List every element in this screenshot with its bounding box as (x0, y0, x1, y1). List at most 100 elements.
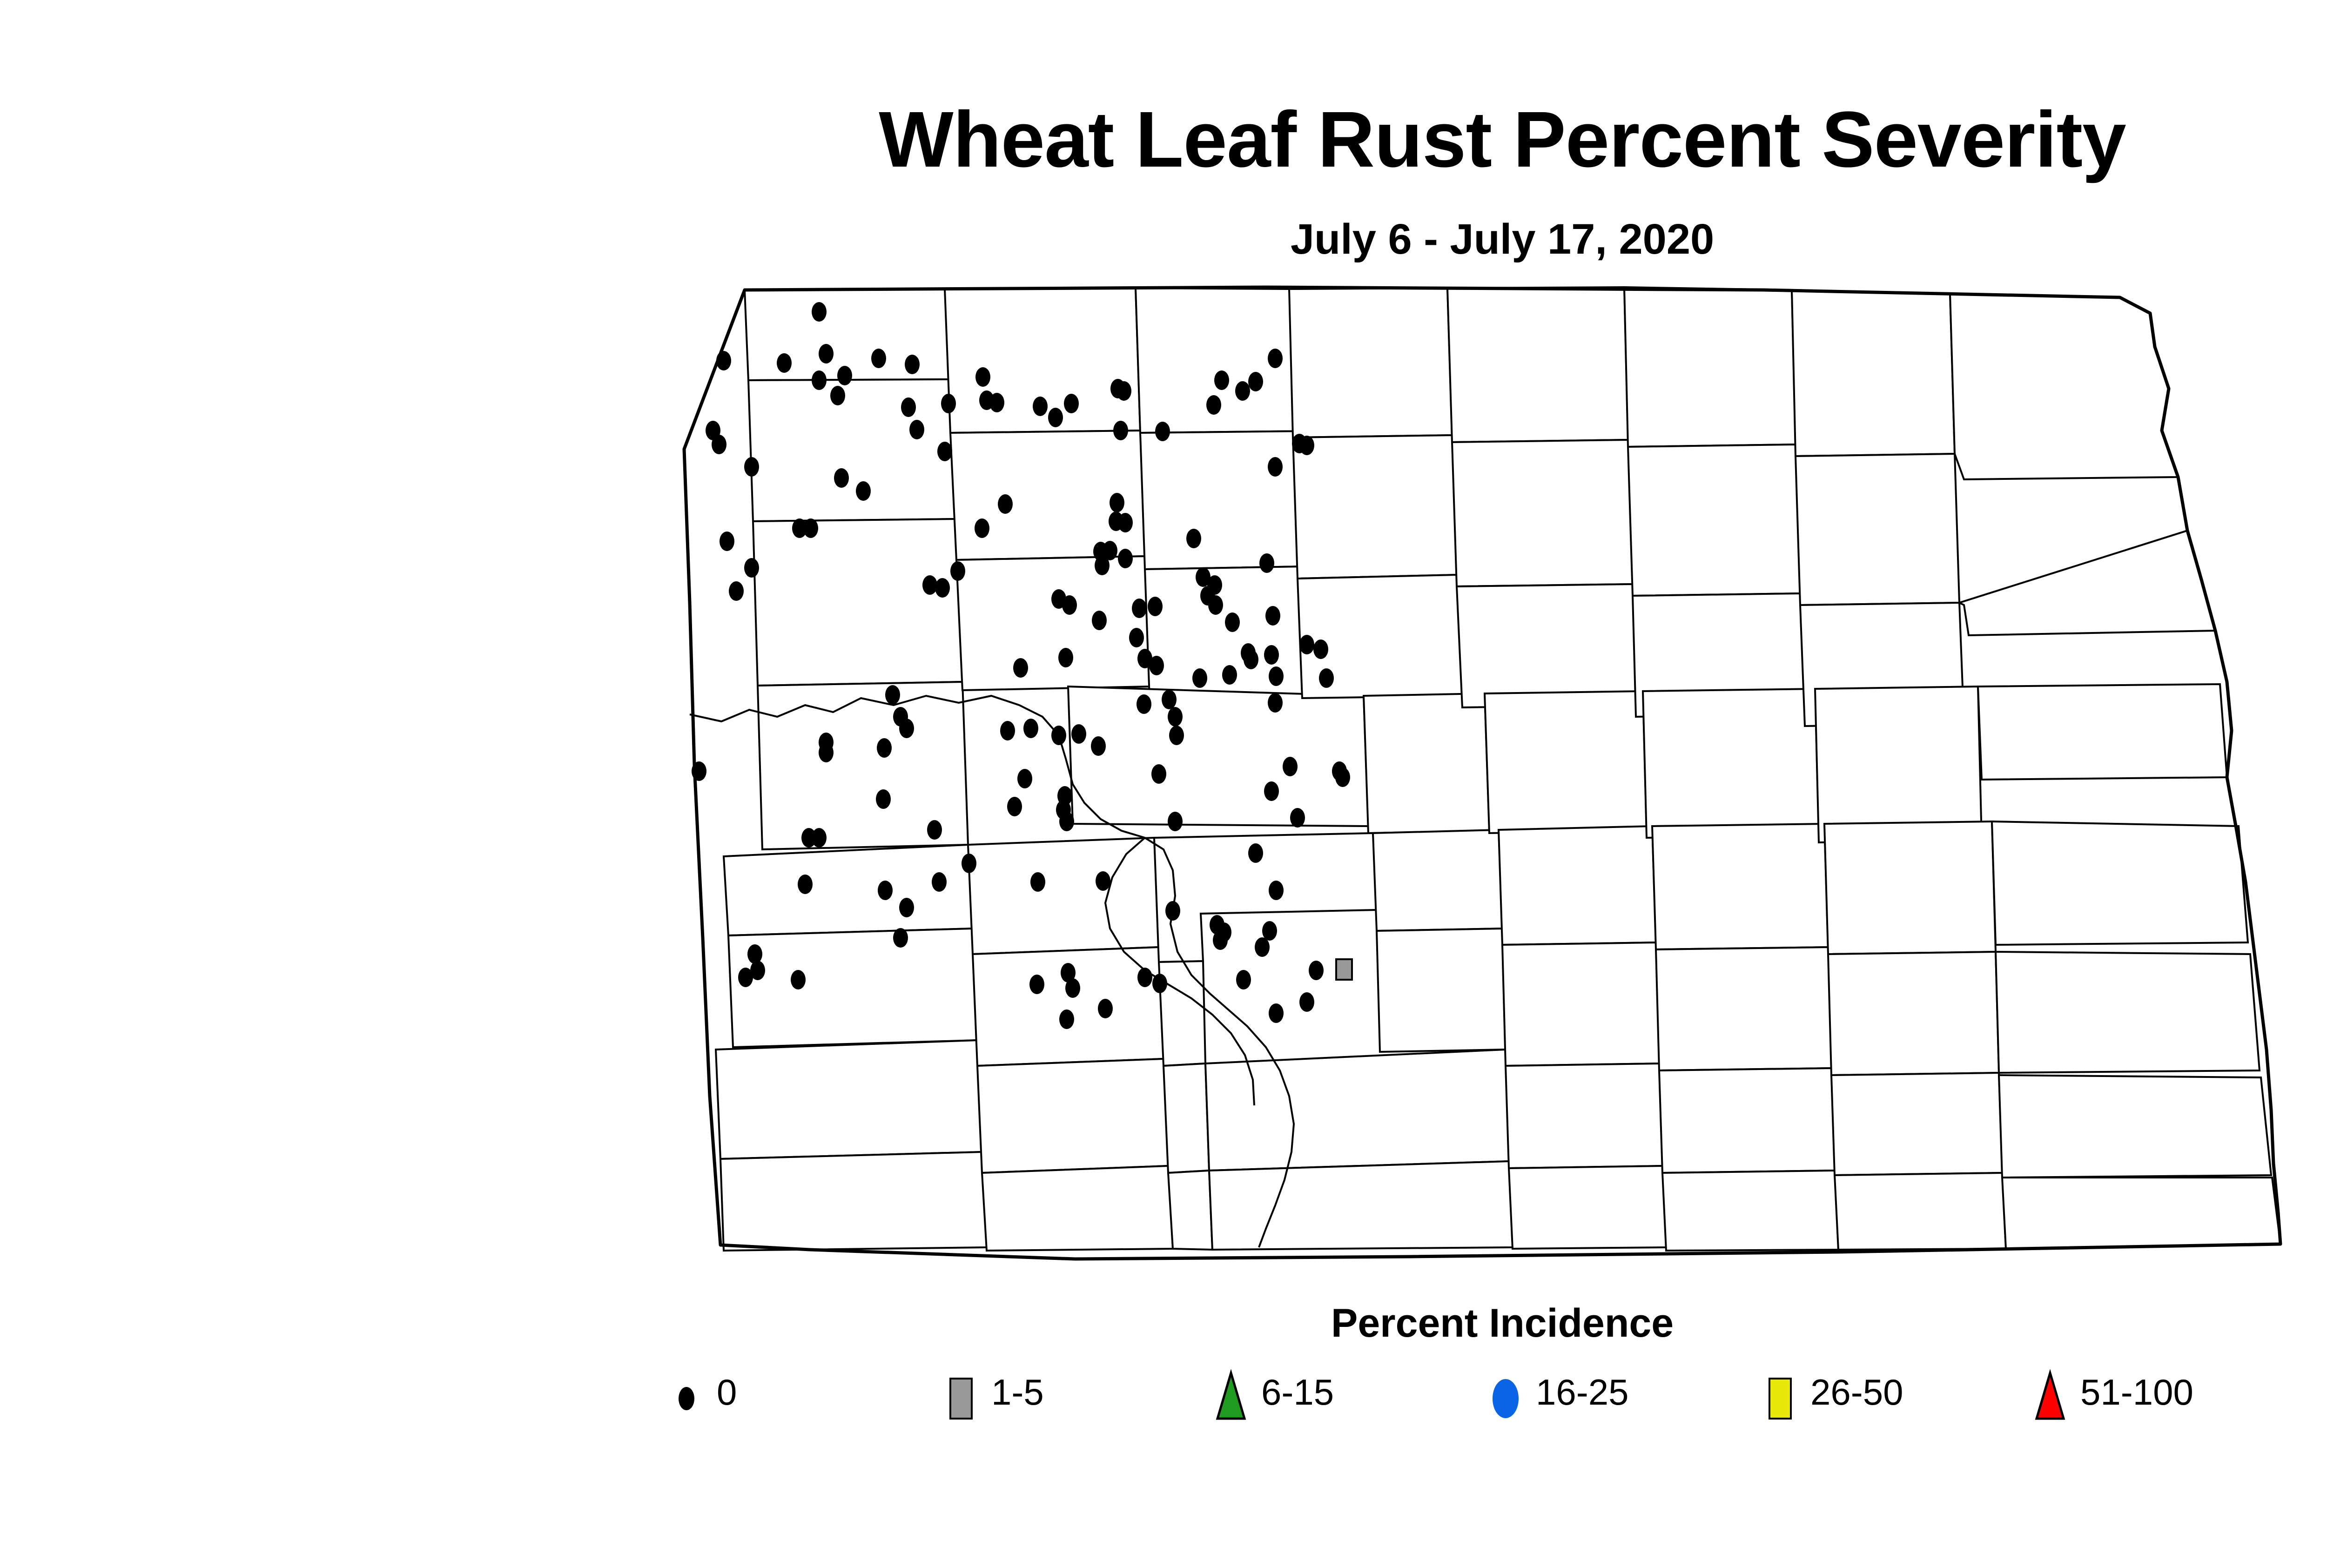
county-polygon (719, 1151, 988, 1252)
county-polygon (1372, 828, 1504, 932)
survey-point-marker (1033, 397, 1048, 416)
survey-point-marker (792, 518, 807, 538)
county-polygon (1204, 1048, 1510, 1172)
survey-point-marker (1007, 797, 1022, 816)
survey-point-marker (1269, 1003, 1284, 1023)
legend-label: 26-50 (1810, 1372, 1903, 1413)
county-polygon (1288, 287, 1453, 439)
legend-shape (679, 1387, 694, 1410)
county-polygon (1497, 825, 1657, 946)
survey-point-marker (1116, 381, 1131, 401)
legend-shape (1216, 1369, 1246, 1420)
county-polygon (976, 1057, 1170, 1174)
survey-point-marker (1071, 724, 1086, 744)
survey-point-marker (1290, 808, 1305, 828)
survey-point-marker (1309, 961, 1324, 980)
survey-point-marker (1222, 665, 1237, 685)
survey-point-marker (1030, 872, 1045, 892)
survey-point-marker (876, 789, 891, 809)
survey-point-marker (1155, 422, 1170, 441)
county-polygon (1623, 286, 1797, 448)
survey-point-marker (1110, 493, 1124, 512)
county-polygon (1827, 950, 2000, 1077)
survey-point-marker (909, 420, 924, 439)
survey-point-marker (1059, 1009, 1074, 1029)
survey-point-marker (1096, 871, 1110, 891)
legend-swatch-triangle-icon (1210, 1364, 1252, 1424)
survey-point-marker (1335, 767, 1350, 787)
county-polygon (1362, 692, 1491, 834)
north-dakota-map (666, 277, 2322, 1264)
survey-point-marker (1264, 781, 1279, 801)
survey-point-marker (1165, 901, 1180, 921)
county-polygon (1661, 1169, 1840, 1252)
survey-point-marker (837, 366, 852, 385)
survey-point-marker (729, 581, 744, 601)
legend-label: 0 (717, 1372, 737, 1413)
county-polygon (747, 378, 958, 523)
survey-point-marker (744, 457, 759, 477)
county-polygon (714, 1039, 983, 1160)
survey-point-marker (1269, 881, 1284, 900)
survey-point-marker (1283, 757, 1298, 776)
survey-point-marker (950, 561, 965, 581)
survey-point-marker (1313, 639, 1328, 659)
survey-point-marker (830, 386, 845, 405)
county-polygon (1208, 1160, 1514, 1251)
survey-point-marker (1065, 978, 1080, 998)
county-polygon (1483, 690, 1648, 834)
survey-point-marker (1264, 645, 1279, 665)
survey-point-marker (922, 575, 937, 595)
survey-point-marker (1051, 726, 1066, 745)
survey-point-marker (899, 898, 914, 917)
county-polygon (1162, 1062, 1211, 1174)
county-polygon (1641, 687, 1820, 839)
survey-point-marker (777, 353, 792, 373)
survey-point-marker (1137, 649, 1152, 668)
survey-point-marker (1162, 690, 1177, 709)
county-polygon (1830, 1071, 2004, 1177)
survey-point-marker (819, 344, 834, 363)
survey-point-marker (750, 961, 765, 980)
survey-point-marker (878, 881, 893, 900)
survey-point-marker (1206, 395, 1221, 415)
county-polygon (1067, 685, 1370, 828)
survey-point-marker (1268, 693, 1283, 713)
county-polygon (1957, 529, 2217, 637)
legend-title: Percent Incidence (1331, 1301, 1674, 1346)
survey-point-marker (1268, 349, 1283, 368)
survey-point-marker (1092, 611, 1107, 630)
survey-point-marker (1152, 974, 1167, 993)
legend: 0 1-5 6-15 16-25 26-50 51-100 (666, 1364, 2327, 1447)
survey-point-marker (1192, 668, 1207, 688)
survey-point-marker (1137, 968, 1152, 987)
survey-point-marker (1259, 553, 1274, 573)
survey-point-marker (1113, 421, 1128, 440)
county-polygon (1375, 927, 1507, 1053)
legend-label: 6-15 (1261, 1372, 1334, 1413)
survey-point-marker (1186, 529, 1201, 548)
survey-point-marker (1048, 408, 1063, 427)
survey-point-marker (1169, 726, 1184, 745)
survey-point-marker (798, 875, 813, 894)
legend-shape (1493, 1379, 1519, 1418)
survey-point-marker (803, 518, 818, 538)
survey-point-marker (1236, 970, 1251, 989)
survey-point-marker (1023, 719, 1038, 738)
map-svg (682, 285, 2282, 1261)
survey-point-marker (1248, 372, 1263, 391)
survey-point-marker (871, 349, 886, 368)
survey-point-marker (989, 393, 1004, 412)
survey-point-marker (1265, 606, 1280, 626)
county-polygon (1654, 946, 1833, 1072)
county-polygon (955, 555, 1151, 692)
survey-point-marker (1225, 612, 1240, 632)
county-polygon (1504, 1062, 1664, 1170)
county-polygon (1833, 1171, 2007, 1251)
county-polygon (1991, 820, 2249, 946)
survey-point-marker (1013, 658, 1028, 678)
survey-point-marker (1299, 635, 1314, 654)
county-polygon (1651, 822, 1829, 951)
legend-swatch-ellipse-icon (666, 1364, 707, 1424)
